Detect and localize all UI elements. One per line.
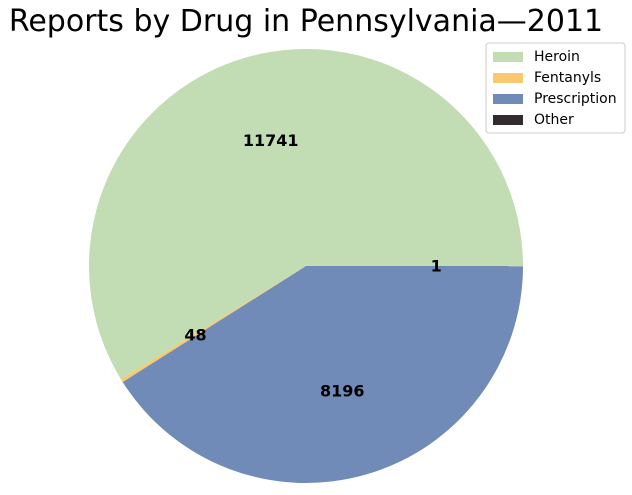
pie-slices	[88, 49, 524, 484]
pie-slice-heroin	[88, 49, 523, 380]
legend-label-fentanyls: Fentanyls	[534, 70, 601, 86]
legend-label-other: Other	[534, 112, 574, 128]
legend-swatch-fentanyls	[493, 73, 523, 83]
legend-label-prescription: Prescription	[534, 91, 617, 107]
slice-label-other: 1	[431, 257, 442, 276]
slice-labels: 11741 48 8196 1	[184, 131, 441, 400]
pie-slice-prescription	[122, 266, 524, 484]
legend-swatch-other	[493, 115, 523, 125]
legend-label-heroin: Heroin	[534, 49, 580, 65]
legend-swatch-heroin	[493, 52, 523, 62]
slice-label-fentanyls: 48	[184, 325, 206, 344]
slice-label-prescription: 8196	[320, 382, 365, 401]
legend: Heroin Fentanyls Prescription Other	[485, 42, 626, 134]
pie-slice-fentanyls	[120, 266, 306, 383]
chart-title: Reports by Drug in Pennsylvania—2011	[9, 4, 603, 39]
slice-label-heroin: 11741	[243, 131, 299, 150]
legend-swatch-prescription	[493, 94, 523, 104]
legend-frame	[485, 42, 626, 134]
